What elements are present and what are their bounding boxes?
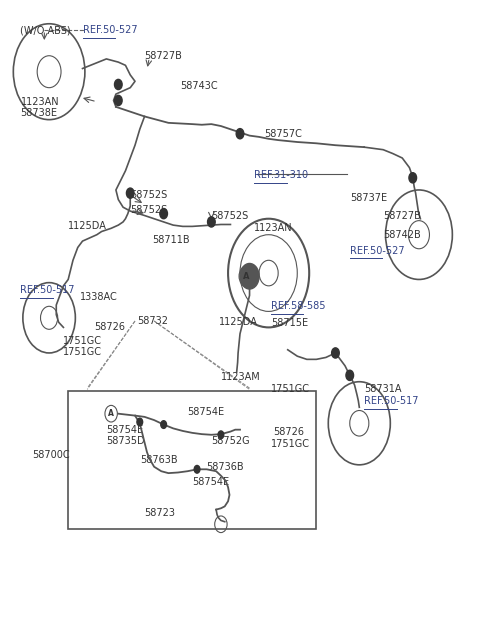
Text: (W/O ABS): (W/O ABS) <box>21 25 71 35</box>
Circle shape <box>236 128 244 139</box>
Text: A: A <box>108 409 114 418</box>
Text: 58754E: 58754E <box>192 477 229 487</box>
Circle shape <box>332 348 339 358</box>
Text: 58723: 58723 <box>144 508 176 517</box>
Text: 58726: 58726 <box>274 426 304 437</box>
Circle shape <box>194 465 200 473</box>
Text: 1751GC: 1751GC <box>271 439 310 449</box>
Text: 58727B: 58727B <box>383 211 421 221</box>
Text: REF.31-310: REF.31-310 <box>254 170 309 180</box>
Text: REF.58-585: REF.58-585 <box>271 301 325 311</box>
Circle shape <box>161 421 167 428</box>
Circle shape <box>115 80 122 90</box>
Text: 58732: 58732 <box>137 316 168 326</box>
Text: 58763B: 58763B <box>140 455 178 465</box>
Text: REF.50-517: REF.50-517 <box>364 396 419 406</box>
Circle shape <box>160 209 168 219</box>
Text: 58735D: 58735D <box>107 436 145 446</box>
Circle shape <box>115 96 122 105</box>
Text: 58700C: 58700C <box>33 450 70 460</box>
Text: 58726: 58726 <box>95 322 125 333</box>
Text: 1125DA: 1125DA <box>218 317 257 327</box>
Text: 58752S: 58752S <box>130 190 168 200</box>
Circle shape <box>240 263 259 289</box>
Circle shape <box>137 418 143 426</box>
Text: 1123AM: 1123AM <box>221 372 261 381</box>
Text: REF.50-527: REF.50-527 <box>350 246 404 256</box>
Text: 1123AN: 1123AN <box>21 97 59 107</box>
Circle shape <box>218 431 224 438</box>
Text: 58752G: 58752G <box>211 436 250 446</box>
Text: 1751GC: 1751GC <box>63 347 102 357</box>
Text: 58738E: 58738E <box>21 108 58 118</box>
Text: 1125DA: 1125DA <box>68 221 107 231</box>
Text: 1338AC: 1338AC <box>80 292 118 302</box>
Text: 58715E: 58715E <box>271 318 308 328</box>
Text: 58752S: 58752S <box>130 205 168 216</box>
Text: 58731A: 58731A <box>364 385 402 394</box>
Circle shape <box>207 217 215 227</box>
Text: 58742B: 58742B <box>383 230 421 239</box>
Text: 58752S: 58752S <box>211 211 249 221</box>
Circle shape <box>409 173 417 183</box>
Circle shape <box>126 188 134 198</box>
Text: 58743C: 58743C <box>180 81 218 91</box>
Text: 58757C: 58757C <box>264 129 302 139</box>
FancyBboxPatch shape <box>68 392 316 529</box>
Text: 1751GC: 1751GC <box>63 336 102 347</box>
Text: 58711B: 58711B <box>152 235 189 245</box>
Text: REF.50-527: REF.50-527 <box>83 25 137 35</box>
Text: 58754E: 58754E <box>188 407 225 417</box>
Text: A: A <box>243 272 250 281</box>
Circle shape <box>346 370 354 381</box>
Text: 58727B: 58727B <box>144 51 182 61</box>
Text: 58754E: 58754E <box>107 424 144 435</box>
Text: 58736B: 58736B <box>206 462 244 472</box>
Text: REF.50-517: REF.50-517 <box>21 285 75 295</box>
Text: 1123AN: 1123AN <box>254 223 293 233</box>
Text: 1751GC: 1751GC <box>271 385 310 394</box>
Text: 58737E: 58737E <box>350 193 387 203</box>
